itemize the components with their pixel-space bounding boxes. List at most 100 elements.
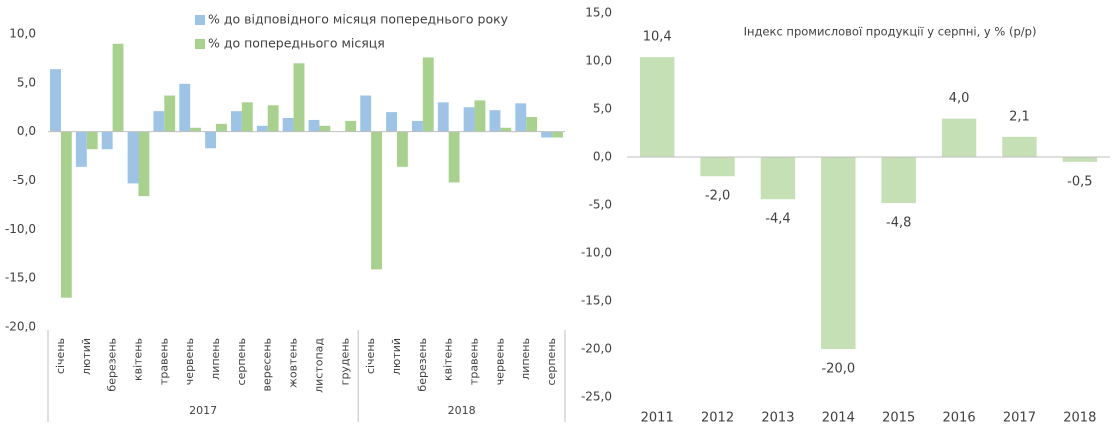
bar <box>386 112 397 132</box>
bar <box>282 117 294 132</box>
bar <box>639 57 675 157</box>
y-tick-label: 15,0 <box>585 6 612 20</box>
y-tick-label: 10,0 <box>585 54 612 68</box>
legend-swatch <box>195 39 205 49</box>
value-label: -0,5 <box>1067 174 1092 189</box>
bar <box>138 131 150 197</box>
legend-label: % до відповідного місяця попереднього ро… <box>208 12 509 27</box>
x-tick-label: листопад <box>312 338 325 393</box>
y-tick-label: -5,0 <box>589 198 612 212</box>
bar <box>112 43 124 132</box>
bar <box>293 63 305 132</box>
x-tick-label: червень <box>183 338 196 385</box>
y-tick-label: 0,0 <box>593 150 612 164</box>
value-label: -4,4 <box>765 212 790 227</box>
bar <box>345 120 357 132</box>
y-tick-label: -10,0 <box>5 222 36 236</box>
bar <box>474 100 486 132</box>
bar <box>231 111 242 132</box>
bar <box>179 83 191 132</box>
chart-title: Індекс промислової продукції у серпні, у… <box>744 25 1037 39</box>
x-tick-label: травень <box>468 338 481 385</box>
x-tick-label: 2018 <box>1063 411 1096 426</box>
bar <box>256 125 268 132</box>
group-label: 2017 <box>189 404 217 417</box>
bar <box>127 131 139 184</box>
bar <box>422 57 434 132</box>
bar <box>760 157 796 200</box>
x-tick-label: січень <box>364 338 377 374</box>
x-tick-label: грудень <box>338 338 351 385</box>
bar <box>489 110 501 132</box>
bar <box>941 118 977 157</box>
x-tick-label: 2011 <box>641 411 674 426</box>
bar <box>205 131 217 149</box>
x-tick-label: червень <box>493 338 506 385</box>
bar <box>396 131 408 167</box>
legend-label: % до попереднього місяця <box>208 36 385 51</box>
bar <box>101 131 113 150</box>
group-label: 2018 <box>448 404 476 417</box>
bar <box>308 119 320 132</box>
x-tick-label: березень <box>416 338 429 392</box>
x-tick-label: 2015 <box>882 411 915 426</box>
bar <box>216 123 227 132</box>
bar <box>541 131 553 138</box>
x-tick-label: травень <box>157 338 170 385</box>
value-label: 10,4 <box>643 30 672 45</box>
value-label: 2,1 <box>1009 109 1030 124</box>
value-label: 4,0 <box>949 91 970 106</box>
bar <box>881 157 916 204</box>
x-tick-label: 2016 <box>943 411 976 426</box>
bar <box>267 105 279 132</box>
x-tick-label: вересень <box>261 338 274 392</box>
bar <box>164 95 176 132</box>
bar <box>500 127 512 132</box>
y-tick-label: 10,0 <box>9 27 36 41</box>
x-tick-label: 2017 <box>1003 411 1036 426</box>
x-tick-label: квітень <box>131 338 144 381</box>
bar <box>360 95 372 132</box>
y-tick-label: 5,0 <box>17 75 36 89</box>
value-label: -2,0 <box>705 189 730 204</box>
value-label: -20,0 <box>821 362 855 377</box>
bar <box>86 131 98 150</box>
bar <box>1002 136 1037 157</box>
bar <box>319 125 331 132</box>
bar <box>75 131 87 167</box>
value-label: -4,8 <box>886 216 911 231</box>
y-tick-label: -15,0 <box>581 294 612 308</box>
bar <box>463 107 475 132</box>
x-tick-label: березень <box>106 338 119 392</box>
x-tick-label: 2014 <box>822 411 855 426</box>
x-tick-label: жовтень <box>287 338 300 388</box>
bar <box>241 102 253 132</box>
bar <box>60 131 72 298</box>
bar <box>1062 157 1098 162</box>
bar <box>371 131 382 270</box>
bar <box>50 69 61 132</box>
x-tick-label: лютий <box>390 338 403 375</box>
bar <box>190 127 202 132</box>
x-tick-label: 2013 <box>761 411 794 426</box>
bar <box>552 131 563 138</box>
y-tick-label: -15,0 <box>5 271 36 285</box>
y-tick-label: 0,0 <box>17 124 36 138</box>
x-tick-label: серпень <box>235 338 248 385</box>
bar <box>448 131 460 183</box>
bar <box>411 120 423 132</box>
bar <box>700 157 735 177</box>
x-tick-label: січень <box>54 338 67 374</box>
x-tick-label: липень <box>519 338 532 380</box>
x-tick-label: липень <box>209 338 222 380</box>
bar <box>526 117 538 132</box>
legend-swatch <box>195 15 205 25</box>
x-tick-label: лютий <box>80 338 93 375</box>
bar <box>515 103 527 132</box>
y-tick-label: -5,0 <box>13 173 36 187</box>
x-tick-label: 2012 <box>701 411 734 426</box>
y-tick-label: -25,0 <box>581 390 612 404</box>
y-tick-label: -20,0 <box>5 320 36 334</box>
bar <box>153 111 165 132</box>
